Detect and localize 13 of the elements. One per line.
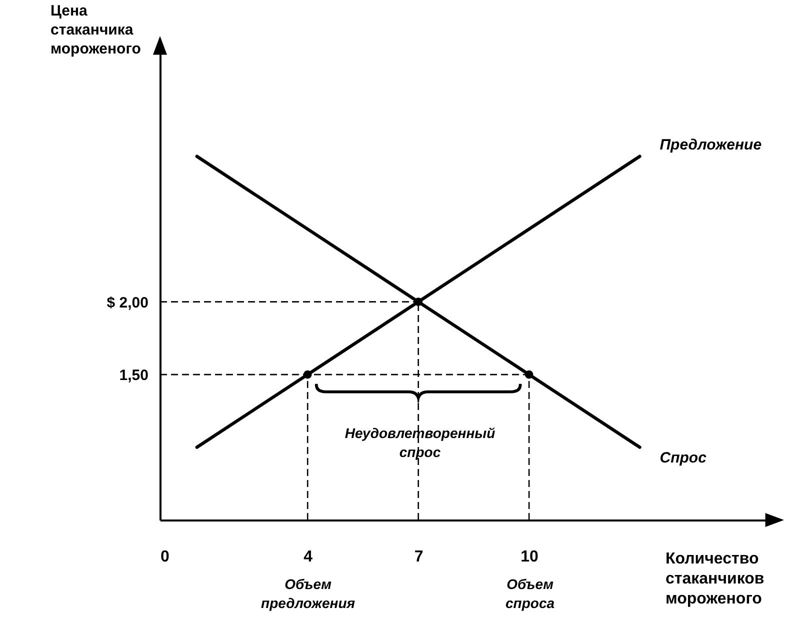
series-label: Спрос: [660, 449, 708, 466]
x-tick-label: 4: [304, 548, 313, 566]
x-axis-title: Количество стаканчиков мороженого: [666, 550, 764, 608]
y-tick-label: 1,50: [119, 367, 148, 384]
y-axis-title: Цена стаканчика мороженого: [50, 2, 141, 58]
x-tick-label: 0: [160, 548, 170, 566]
y-tick-label: $ 2,00: [106, 294, 148, 312]
text: Объем предложения: [261, 576, 355, 611]
x-tick-label: 10: [520, 548, 539, 566]
text: Объем спроса: [505, 576, 555, 611]
series-label: Предложение: [660, 136, 762, 154]
x-tick-label: 7: [414, 548, 424, 566]
annotation: Неудовлетворенный спрос: [344, 425, 496, 460]
